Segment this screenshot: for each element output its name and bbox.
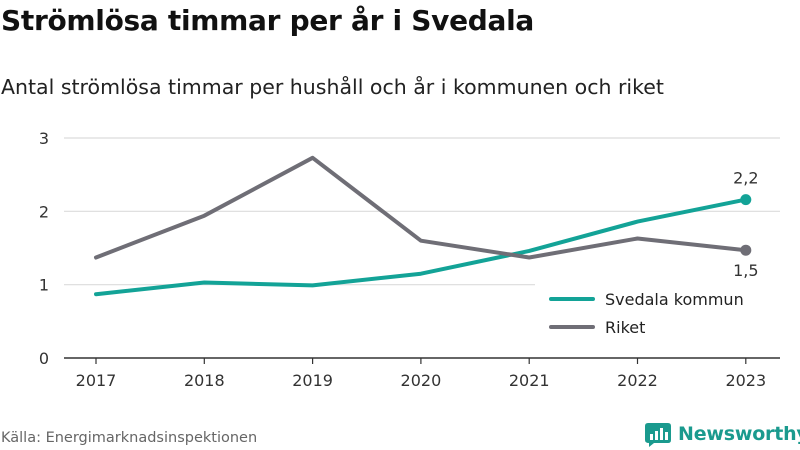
source-note: Källa: Energimarknadsinspektionen [1, 430, 258, 446]
y-tick-label: 0 [39, 349, 49, 368]
series-line-2 [94, 155, 748, 260]
newsworthy-logo-icon [645, 423, 671, 447]
series-end-marker [740, 244, 752, 256]
brand-logo[interactable]: Newsworthy [644, 420, 800, 448]
x-tick-label: 2018 [184, 371, 225, 390]
series-end-marker [740, 194, 752, 206]
y-tick-label: 2 [39, 202, 49, 221]
data-label: 1,5 [733, 261, 758, 280]
x-tick-label: 2022 [617, 371, 658, 390]
legend-label: Riket [605, 318, 645, 337]
y-tick-label: 3 [39, 129, 49, 148]
legend-label: Svedala kommun [605, 290, 744, 309]
series-line-1 [94, 197, 748, 297]
x-tick-label: 2023 [725, 371, 766, 390]
legend-background [535, 284, 780, 344]
chart-title: Strömlösa timmar per år i Svedala [1, 4, 535, 37]
x-tick-label: 2021 [509, 371, 550, 390]
y-tick-label: 1 [39, 276, 49, 295]
x-tick-label: 2020 [401, 371, 442, 390]
x-tick-label: 2019 [292, 371, 333, 390]
chart-subtitle: Antal strömlösa timmar per hushåll och å… [1, 75, 664, 99]
x-tick-label: 2017 [76, 371, 117, 390]
data-label: 2,2 [733, 169, 758, 188]
brand-name: Newsworthy [678, 423, 800, 445]
